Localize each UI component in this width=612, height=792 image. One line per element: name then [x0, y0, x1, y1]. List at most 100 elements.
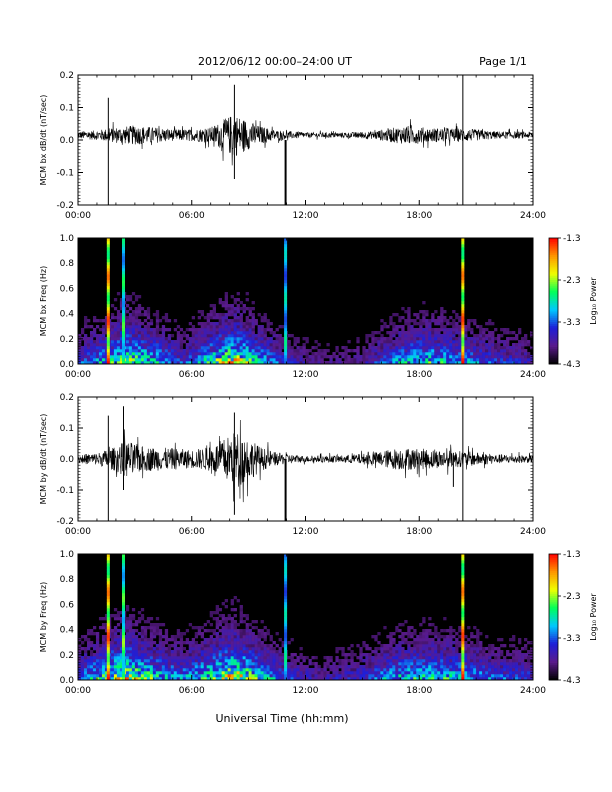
colorbar-tick-label: -3.3 [563, 318, 581, 328]
stripe-cell [461, 331, 465, 335]
y-tick-label: 0.0 [60, 360, 75, 370]
stripe-cell [284, 358, 288, 362]
colorbar-segment [549, 663, 558, 666]
stripe-cell [106, 358, 110, 362]
stripe-cell [122, 635, 125, 639]
stripe-cell [122, 295, 125, 299]
colorbar-frame [548, 553, 559, 681]
stripe-cell [284, 292, 288, 296]
colorbar-segment [549, 317, 558, 321]
stripe-cell [284, 590, 288, 594]
stripe-cell [461, 629, 465, 633]
stripe-cell [284, 310, 288, 314]
colorbar: -1.3 -2.3 -3.3 -4.3 Log₁₀ Power [548, 234, 598, 370]
stripe-cell [461, 271, 465, 275]
stripe-cell [122, 361, 125, 365]
stripe-cell [284, 295, 288, 299]
x-tick-label: 06:00 [179, 527, 205, 537]
stripe-cell [461, 319, 465, 323]
stripe-cell [284, 265, 288, 269]
stripe-cell [122, 277, 125, 281]
stripe-cell [106, 623, 110, 627]
stripe-cell [284, 623, 288, 627]
stripe-cell [122, 581, 125, 585]
colorbar-segment [549, 556, 558, 559]
stripe-cell [461, 668, 465, 672]
stripe-cell [284, 593, 288, 597]
stripe-cell [106, 668, 110, 672]
stripe-cell [461, 656, 465, 660]
stripe-cell [461, 596, 465, 600]
colorbar-label: Log₁₀ Power [589, 593, 598, 641]
stripe-cell [284, 641, 288, 645]
stripe-cell [461, 560, 465, 564]
colorbar-segment [549, 248, 558, 251]
colorbar-segment [549, 298, 558, 302]
stripe-cell [122, 292, 125, 296]
colorbar-segment [549, 263, 558, 266]
x-tick-label: 12:00 [293, 686, 319, 696]
colorbar-segment [549, 602, 558, 605]
stripe-cell [122, 349, 125, 353]
panel-4: 00:00 06:00 12:00 18:00 24:00 1.0 0.8 0.6 0.4 0.2… [39, 550, 598, 696]
stripe-cell [122, 352, 125, 356]
stripe-cell [461, 590, 465, 594]
colorbar-segment [549, 583, 558, 586]
colorbar-segment [549, 671, 558, 675]
stripe-cell [122, 608, 125, 612]
colorbar-segment [549, 665, 558, 668]
x-tick-label: 06:00 [179, 370, 205, 380]
colorbar-label: Log₁₀ Power [589, 277, 598, 325]
x-axis-title: Universal Time (hh:mm) [216, 712, 349, 725]
colorbar-segment [549, 596, 558, 599]
colorbar-segment [549, 324, 558, 327]
stripe-cell [122, 611, 125, 615]
stripe-cell [122, 346, 125, 350]
colorbar-segment [549, 656, 558, 660]
stripe-cell [284, 286, 288, 290]
stripe-cell [106, 605, 110, 609]
stripe-cell [122, 313, 125, 317]
stripe-cell [284, 656, 288, 660]
stripe-cell [106, 280, 110, 284]
stripe-cell [461, 671, 465, 675]
stripe-cell [122, 316, 125, 320]
stripe-cell [461, 253, 465, 257]
stripe-cell [106, 650, 110, 654]
stripe-cell [106, 268, 110, 272]
colorbar-segment [549, 577, 558, 580]
colorbar-segment [549, 675, 558, 679]
x-tick-label: 00:00 [65, 211, 91, 221]
stripe-cell [284, 334, 288, 338]
y-tick-label: 0.6 [60, 284, 75, 294]
stripe-cell [122, 298, 125, 302]
stripe-cell [284, 340, 288, 344]
panels: 00:00 06:00 12:00 18:00 24:00 0.2 0.1 0.0 -0.1 -0… [39, 71, 598, 696]
colorbar-segment [549, 277, 558, 281]
stripe-cell [284, 665, 288, 669]
stripe-cell [461, 340, 465, 344]
stripe-cell [106, 677, 110, 681]
stripe-cell [461, 256, 465, 260]
colorbar: -1.3 -2.3 -3.3 -4.3 Log₁₀ Power [548, 550, 598, 686]
stripe-cell [106, 271, 110, 275]
stripe-cell [122, 283, 125, 287]
panel-3: 00:00 06:00 12:00 18:00 24:00 0.2 0.1 0.0 -0.1 -0… [39, 393, 546, 537]
stripe-cell [461, 563, 465, 567]
stripe-cell [461, 614, 465, 618]
colorbar-segment [549, 303, 558, 306]
stripe-cell [461, 659, 465, 663]
colorbar-segment [549, 357, 558, 361]
stripe-cell [461, 644, 465, 648]
stripe-cell [106, 328, 110, 332]
colorbar-segment [549, 242, 558, 245]
stripe-cell [122, 629, 125, 633]
stripe-cell [284, 244, 288, 248]
colorbar-tick-label: -4.3 [563, 360, 581, 370]
stripe-cell [461, 662, 465, 666]
stripe-cell [284, 557, 288, 561]
y-tick-label: 0.8 [60, 259, 75, 269]
stripe-cell [461, 608, 465, 612]
stripe-cell [461, 337, 465, 341]
stripe-cell [106, 319, 110, 323]
